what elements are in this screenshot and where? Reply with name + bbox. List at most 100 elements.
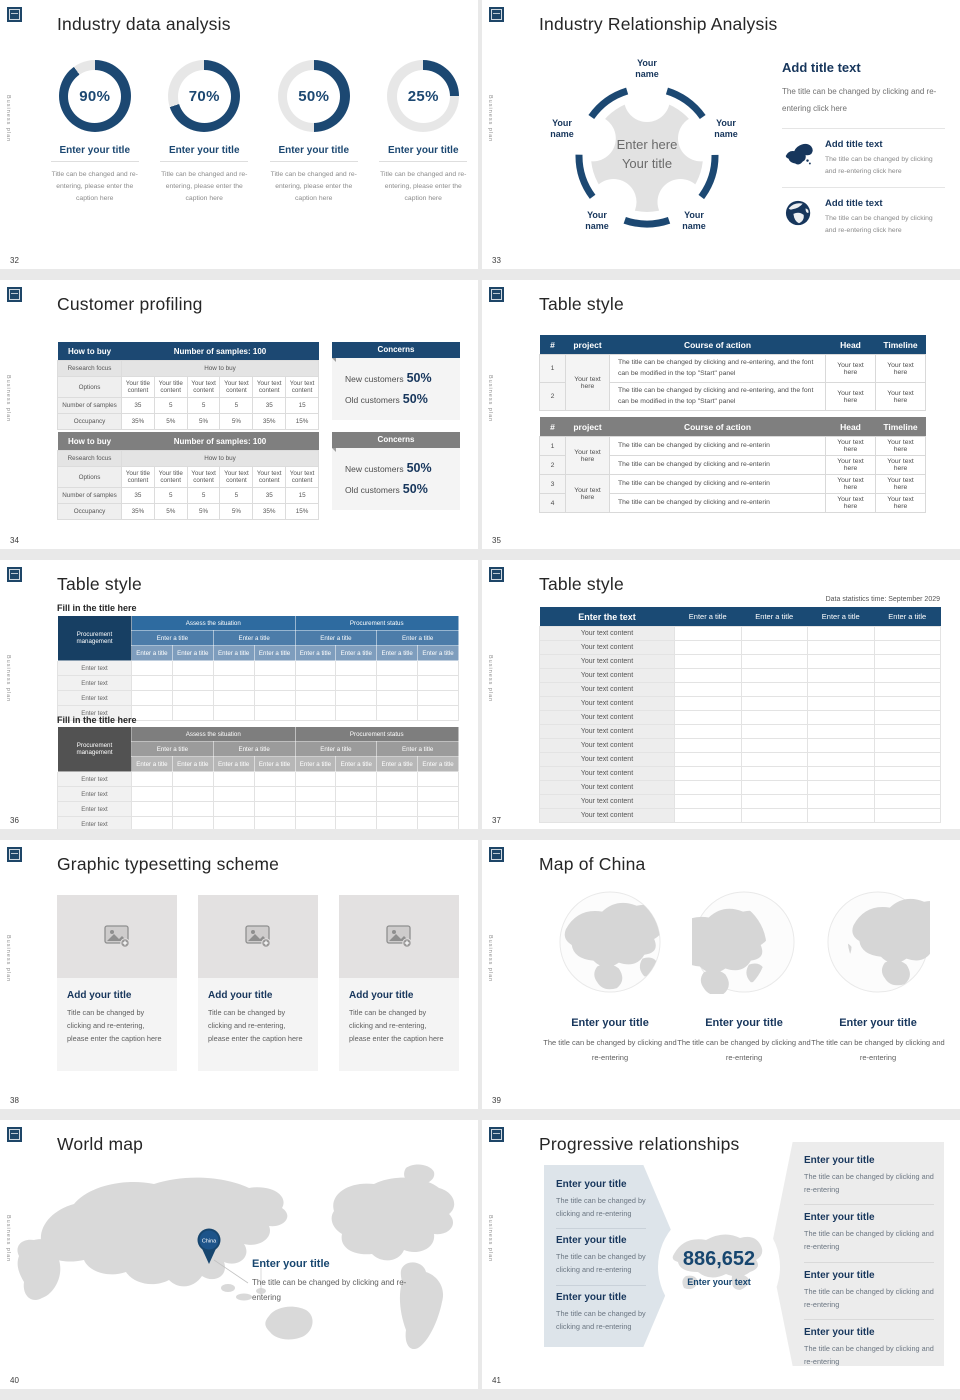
- card-title: Add your title: [349, 990, 414, 1001]
- cell: Your text here: [565, 474, 610, 513]
- row-label-cell: Your text content: [539, 780, 675, 795]
- leaf-header-cell: Enter a title: [294, 756, 337, 772]
- row-label-cell: Your text content: [539, 794, 675, 809]
- cell: [807, 710, 875, 725]
- donut-percent: 50%: [298, 87, 330, 105]
- card-row: Add your title Title can be changed by c…: [57, 895, 459, 1071]
- group-header-cell: Procurement status: [294, 615, 459, 631]
- slide-35-thumbnail[interactable]: Business plan Table style # project Course…: [482, 280, 960, 549]
- slide-33-thumbnail[interactable]: Business plan Industry Relationship Anal…: [482, 0, 960, 269]
- data-statistics-note: Data statistics time: September 2029: [825, 596, 940, 603]
- cell: Your title content: [153, 466, 188, 488]
- header-cell: project: [565, 335, 610, 355]
- cell: [212, 786, 255, 802]
- cell: Research focus: [57, 450, 122, 467]
- cell: [376, 705, 419, 721]
- cell: [674, 668, 742, 683]
- brand-logo: [489, 7, 504, 22]
- slide-36-thumbnail[interactable]: Business plan Table style Fill in the ti…: [0, 560, 478, 829]
- vertical-label: Business plan: [5, 935, 11, 983]
- slide-39-thumbnail[interactable]: Business plan Map of China Enter your ti…: [482, 840, 960, 1109]
- cell: [294, 816, 337, 829]
- procurement-table-blue: Procurement management Assess the situati…: [57, 615, 459, 721]
- cell: Your text here: [875, 382, 926, 411]
- slide-38-thumbnail[interactable]: Business plan Graphic typesetting scheme…: [0, 840, 478, 1109]
- cell: 3: [539, 474, 566, 494]
- cell: [807, 696, 875, 711]
- row-label-cell: Your text content: [539, 710, 675, 725]
- slide-40-thumbnail[interactable]: Business plan World map: [0, 1120, 478, 1389]
- slide-41-thumbnail[interactable]: Business plan Progressive relationships …: [482, 1120, 960, 1389]
- item-title: Enter your title: [804, 1155, 875, 1166]
- slide-title: Table style: [539, 574, 624, 594]
- cell: 5: [219, 487, 254, 504]
- header-cell: Head: [825, 335, 876, 355]
- cell: Your text content: [252, 466, 287, 488]
- group-header-cell: Procurement status: [294, 726, 459, 742]
- cell: 2: [539, 455, 566, 475]
- cell: [674, 654, 742, 669]
- cell: [376, 690, 419, 706]
- cell: [294, 705, 337, 721]
- cell: 1: [539, 436, 566, 456]
- cell: Your title content: [121, 466, 155, 488]
- cell: [253, 660, 296, 676]
- slide-title: Progressive relationships: [539, 1134, 740, 1154]
- concerns-label: New customers: [345, 464, 404, 474]
- gear-circle-diagram: [569, 76, 724, 228]
- cell: [253, 690, 296, 706]
- slide-number: 35: [492, 536, 501, 545]
- cell: [807, 682, 875, 697]
- cell: The title can be changed by clicking and…: [609, 474, 826, 494]
- cell: Your text here: [825, 382, 876, 411]
- world-map-graphic: China: [17, 1164, 455, 1350]
- donut-title: Enter your title: [50, 145, 139, 162]
- image-card: Add your title Title can be changed by c…: [339, 895, 459, 1071]
- list-item: Enter your title The title can be change…: [804, 1148, 934, 1204]
- card-caption: Title can be changed by clicking and re-…: [349, 1008, 444, 1044]
- cell: [335, 675, 378, 691]
- row-label-cell: Your text content: [539, 654, 675, 669]
- item-caption: The title can be changed by clicking and…: [556, 1196, 646, 1219]
- slide-32-thumbnail[interactable]: Business plan Industry data analysis 90%…: [0, 0, 478, 269]
- cell: [740, 752, 808, 767]
- item-caption: The title can be changed by clicking and…: [556, 1308, 646, 1331]
- brand-emblem-icon: [9, 289, 20, 300]
- cell: [376, 801, 419, 817]
- header-cell: How to buy: [57, 432, 122, 451]
- concerns-panel-blue: Concerns New customers 50% Old customers 5…: [332, 342, 460, 420]
- cell: [873, 682, 941, 697]
- node-label: Your name: [682, 210, 706, 231]
- cell: [674, 780, 742, 795]
- item-caption: The title can be changed by clicking and…: [804, 1343, 934, 1366]
- cell: 15%: [285, 503, 319, 520]
- slide-37-thumbnail[interactable]: Business plan Table style Data statistic…: [482, 560, 960, 829]
- header-cell: Enter the text: [539, 607, 675, 627]
- slide-34-thumbnail[interactable]: Business plan Customer profiling How to …: [0, 280, 478, 549]
- cell: [674, 738, 742, 753]
- cell: [171, 675, 214, 691]
- item-title: Enter your title: [556, 1235, 627, 1247]
- brand-emblem-icon: [491, 9, 502, 20]
- cell: 5%: [153, 503, 188, 520]
- cell: [376, 771, 419, 787]
- cell: [171, 690, 214, 706]
- globe-icon: [559, 891, 661, 993]
- cell: [674, 724, 742, 739]
- slide-number: 41: [492, 1376, 501, 1385]
- leaf-header-cell: Enter a title: [376, 756, 419, 772]
- group-header-cell: Assess the situation: [131, 615, 296, 631]
- list-item: Enter your title The title can be change…: [804, 1318, 934, 1366]
- cell: [873, 738, 941, 753]
- leaf-header-cell: Enter a title: [171, 645, 214, 661]
- cell: [807, 668, 875, 683]
- cell: [873, 794, 941, 809]
- header-cell: Enter a title: [674, 607, 741, 627]
- leaf-header-cell: Enter a title: [253, 645, 296, 661]
- donut-caption: Title can be changed and re-entering, pl…: [51, 171, 138, 202]
- cell: [873, 654, 941, 669]
- cell: [335, 705, 378, 721]
- cell: [807, 724, 875, 739]
- sub-header-cell: Enter a title: [212, 630, 296, 646]
- cell: Your text here: [565, 436, 610, 475]
